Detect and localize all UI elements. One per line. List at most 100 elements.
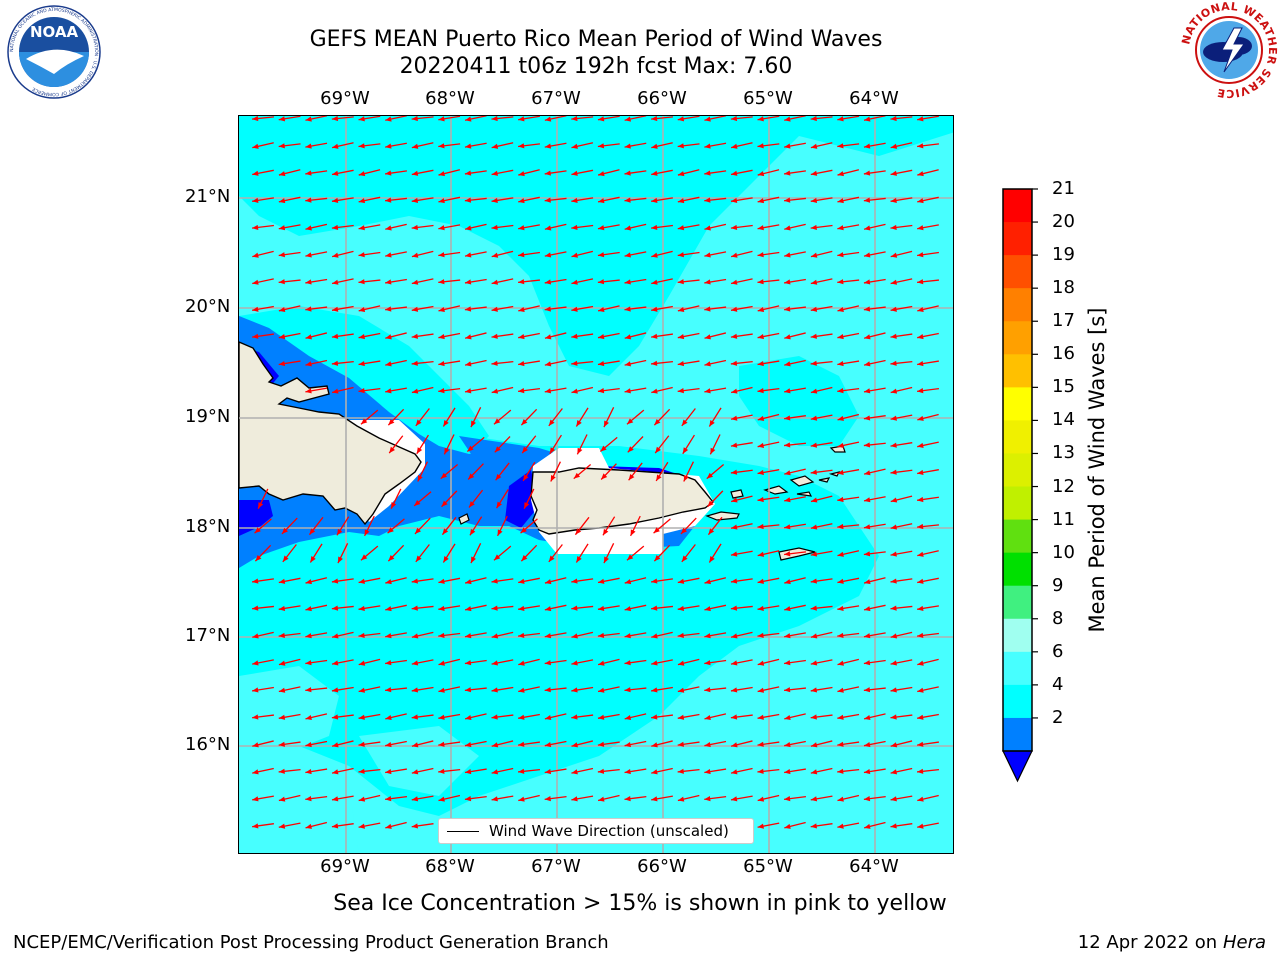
wind-wave-arrowhead: [917, 551, 924, 557]
wind-wave-arrowhead: [252, 578, 259, 584]
wind-wave-arrowhead: [784, 687, 791, 693]
wind-wave-arrowhead: [890, 796, 897, 802]
wind-wave-arrowhead: [677, 605, 685, 611]
wind-wave-arrowhead: [863, 524, 871, 530]
wind-wave-arrowhead: [757, 741, 764, 747]
wind-wave-arrowhead: [385, 579, 392, 585]
colorbar-band: [1003, 420, 1032, 454]
st-croix-island: [778, 547, 816, 561]
wind-wave-arrowhead: [278, 632, 285, 638]
wind-wave-arrowhead: [704, 334, 711, 340]
wind-wave-arrowhead: [598, 660, 605, 666]
wind-wave-arrowhead: [837, 523, 844, 530]
wind-wave-arrowhead: [677, 388, 684, 394]
mona-island: [458, 513, 470, 525]
wind-wave-arrowhead: [438, 361, 445, 367]
wind-wave-arrowhead: [890, 279, 898, 285]
colorbar-title: Mean Period of Wind Waves [s]: [1085, 307, 1109, 633]
wind-wave-arrowhead: [757, 469, 764, 476]
wind-wave-arrowhead: [332, 143, 339, 149]
wind-wave-arrowhead: [440, 472, 448, 479]
wind-wave-arrowhead: [465, 714, 472, 721]
wind-wave-arrowhead: [651, 224, 658, 230]
wind-wave-arrowhead: [864, 823, 871, 829]
wind-wave-arrowhead: [651, 143, 658, 149]
colorbar-frame: [1002, 188, 1033, 752]
wind-wave-arrowhead: [385, 769, 392, 775]
period-6-8-patch: [239, 766, 359, 853]
wind-wave-arrowhead: [784, 279, 791, 285]
wind-wave-arrowhead: [709, 556, 715, 563]
wind-wave-arrowhead: [677, 768, 684, 774]
wind-wave-arrowhead: [331, 687, 339, 693]
wind-wave-arrowhead: [651, 197, 658, 203]
wind-wave-arrowhead: [358, 796, 366, 802]
wind-wave-arrowhead: [305, 279, 312, 285]
colorbar-band: [1003, 222, 1032, 256]
wind-wave-arrowhead: [469, 501, 475, 508]
wind-wave-arrowhead: [917, 687, 924, 693]
wind-wave-arrowhead: [837, 660, 844, 666]
wind-wave-arrowhead: [278, 171, 286, 177]
wind-wave-arrowhead: [385, 170, 392, 176]
wind-wave-arrowhead: [630, 529, 636, 536]
wind-wave-arrowhead: [757, 687, 765, 693]
wind-wave-arrowhead: [252, 660, 259, 666]
wind-wave-arrowhead: [863, 279, 871, 285]
wind-wave-arrowhead: [465, 606, 472, 612]
wind-wave-arrowhead: [438, 796, 445, 802]
wind-wave-arrowhead: [681, 419, 688, 426]
wind-wave-arrowhead: [252, 279, 259, 285]
wind-wave-arrowhead: [757, 496, 764, 503]
wind-wave-arrowhead: [677, 796, 685, 802]
wind-wave-arrowhead: [810, 578, 818, 584]
wind-wave-arrowhead: [704, 279, 711, 285]
wind-wave-arrowhead: [810, 605, 817, 611]
lon-label-top: 65°W: [743, 88, 793, 109]
wind-wave-arrowhead: [438, 768, 445, 774]
wind-wave-arrowhead: [520, 527, 527, 534]
wind-wave-arrowhead: [493, 554, 501, 561]
wind-wave-arrowhead: [281, 527, 288, 534]
wind-wave-arrowhead: [544, 170, 552, 176]
wind-wave-arrowhead: [518, 306, 525, 313]
wind-wave-arrowhead: [571, 170, 578, 176]
wind-wave-arrowhead: [757, 442, 765, 448]
wind-wave-arrowhead: [810, 197, 818, 203]
hispaniola-land: [239, 341, 422, 526]
wind-wave-arrowhead: [305, 116, 312, 122]
wind-wave-arrowhead: [358, 714, 365, 720]
wind-wave-arrowhead: [890, 415, 897, 421]
wind-wave-arrowhead: [624, 769, 631, 775]
wind-wave-arrowhead: [438, 306, 445, 313]
lon-label-bottom: 66°W: [637, 856, 687, 877]
wind-wave-arrowhead: [810, 360, 817, 366]
wind-wave-arrowhead: [731, 388, 738, 394]
wind-wave-arrowhead: [252, 252, 259, 258]
wind-wave-arrowhead: [784, 579, 791, 585]
wind-wave-arrowhead: [358, 334, 365, 340]
wind-wave-arrowhead: [411, 633, 419, 639]
wind-wave-arrowhead: [465, 116, 472, 122]
wind-wave-arrowhead: [681, 555, 688, 562]
wind-wave-arrowhead: [358, 388, 365, 394]
wind-wave-arrowhead: [677, 171, 685, 177]
wind-wave-arrowhead: [624, 714, 632, 721]
wind-wave-arrowhead: [704, 796, 711, 802]
wind-wave-arrowhead: [358, 225, 365, 231]
wind-wave-arrowhead: [677, 660, 685, 666]
wind-wave-arrowhead: [730, 605, 738, 611]
wind-wave-arrowhead: [544, 197, 551, 203]
wind-wave-arrowhead: [837, 796, 844, 802]
wind-wave-arrowhead: [917, 252, 924, 258]
wind-wave-arrowhead: [573, 472, 581, 479]
wind-wave-arrowhead: [837, 225, 844, 231]
wind-wave-arrowhead: [890, 742, 898, 748]
wind-wave-arrowhead: [358, 306, 366, 313]
wind-wave-arrowhead: [414, 527, 421, 534]
wind-wave-arrowhead: [890, 497, 898, 503]
wind-wave-arrowhead: [917, 116, 924, 122]
wind-wave-arrowhead: [837, 361, 844, 367]
wind-wave-arrowhead: [576, 556, 582, 563]
wind-wave-arrowhead: [837, 306, 844, 313]
